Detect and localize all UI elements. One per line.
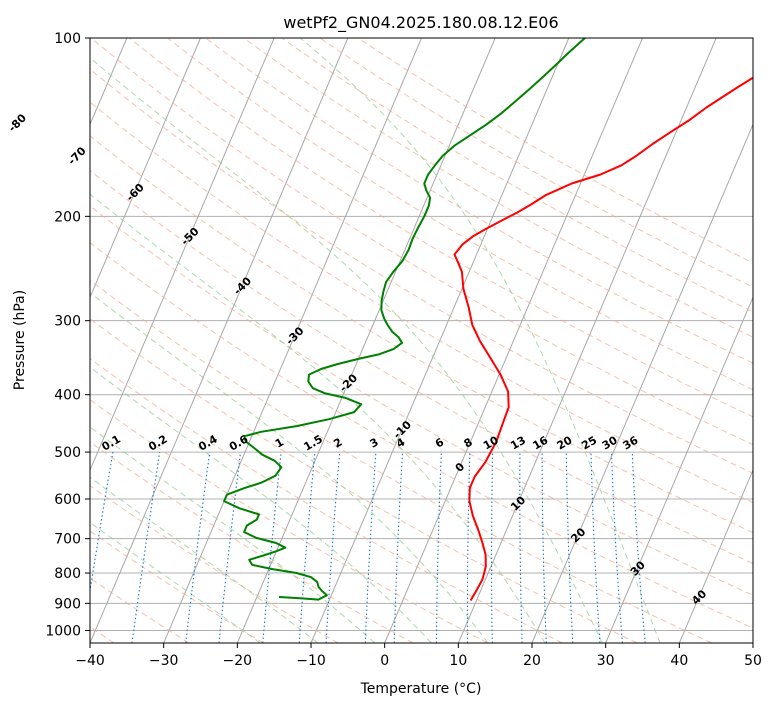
x-tick-label: 30 bbox=[597, 653, 615, 669]
y-tick-label: 400 bbox=[54, 388, 81, 404]
x-tick-label: −20 bbox=[223, 653, 253, 669]
moist-adiabat-line bbox=[90, 57, 603, 643]
moist-adiabat-line bbox=[90, 366, 432, 643]
y-tick-label: 500 bbox=[54, 445, 81, 461]
isotherm-line bbox=[752, 641, 753, 643]
isotherm-line bbox=[90, 38, 201, 299]
moist-adiabat-line bbox=[90, 521, 261, 643]
dry-adiabat-line bbox=[90, 101, 753, 504]
x-tick-label: −10 bbox=[296, 653, 326, 669]
y-tick-label: 300 bbox=[54, 314, 81, 330]
dry-adiabat-line bbox=[90, 441, 414, 643]
mixing-ratio-line bbox=[131, 452, 161, 643]
mixing-ratio-line bbox=[262, 452, 282, 643]
dry-adiabat-line bbox=[90, 205, 753, 596]
isotherm-line bbox=[457, 38, 717, 643]
mixing-ratio-line bbox=[466, 452, 471, 643]
mixing-ratio-line bbox=[519, 452, 523, 643]
isotherm-line bbox=[678, 468, 753, 643]
isotherm-label: -70 bbox=[65, 144, 88, 167]
isotherm-label: -80 bbox=[6, 111, 29, 134]
plot-frame bbox=[89, 37, 754, 644]
mixing-ratio-line bbox=[541, 452, 547, 643]
mixing-ratio-line bbox=[631, 452, 646, 643]
dry-adiabat-line bbox=[167, 38, 753, 391]
mixing-ratio-line bbox=[435, 452, 442, 643]
moist-adiabat-line bbox=[90, 426, 376, 643]
dry-adiabat-line bbox=[243, 38, 753, 338]
mixing-ratio-line bbox=[364, 452, 377, 643]
dry-adiabat-line bbox=[281, 38, 753, 313]
isotherm-line bbox=[605, 296, 753, 643]
axis-layer: −40 −30 −20 −10 0 10 20 30 40 50 100 200 300 400 500 60… bbox=[45, 31, 762, 669]
plot-background bbox=[90, 38, 753, 643]
y-tick-label: 900 bbox=[54, 596, 81, 612]
y-tick-label: 200 bbox=[54, 209, 81, 225]
dry-adiabat-line bbox=[90, 135, 753, 534]
isotherm-line bbox=[163, 38, 422, 643]
isotherm-line bbox=[90, 38, 275, 472]
chart-title: wetPf2_GN04.2025.180.08.12.E06 bbox=[283, 13, 558, 33]
x-tick-label: 50 bbox=[744, 653, 762, 669]
dry-adiabat-line bbox=[205, 38, 753, 364]
mixing-ratio-line bbox=[565, 452, 574, 643]
moist-adiabat-line bbox=[90, 291, 489, 643]
y-tick-label: 100 bbox=[54, 31, 81, 47]
mixing-ratio-line bbox=[185, 452, 211, 643]
dry-adiabat-line bbox=[90, 68, 753, 474]
x-tick-label: 0 bbox=[380, 653, 389, 669]
mixing-ratio-line bbox=[218, 452, 242, 643]
mixing-ratio-line bbox=[590, 452, 601, 643]
x-tick-label: −30 bbox=[149, 653, 179, 669]
y-tick-label: 800 bbox=[54, 566, 81, 582]
dry-adiabat-line bbox=[90, 485, 339, 643]
dry-adiabat-line bbox=[90, 169, 753, 565]
moist-adiabat-line bbox=[299, 38, 661, 643]
isotherm-line bbox=[90, 38, 349, 643]
mixing-ratio-line bbox=[490, 452, 494, 643]
y-tick-label: 600 bbox=[54, 492, 81, 508]
mixing-ratio-line bbox=[325, 452, 341, 643]
x-tick-label: −40 bbox=[75, 653, 105, 669]
dry-adiabat-line bbox=[90, 318, 638, 643]
x-tick-label: 20 bbox=[523, 653, 541, 669]
y-axis-label: Pressure (hPa) bbox=[12, 290, 28, 390]
dewpoint-profile-line bbox=[223, 38, 586, 601]
moist-adiabat-line bbox=[90, 476, 319, 643]
mixing-ratio-line bbox=[298, 452, 316, 643]
x-tick-label: 40 bbox=[670, 653, 688, 669]
temperature-profile-line bbox=[453, 76, 753, 602]
series-layer bbox=[223, 38, 753, 602]
y-tick-label: 700 bbox=[54, 532, 81, 548]
dry-adiabat-line bbox=[129, 38, 753, 418]
mixing-ratio-line bbox=[610, 452, 623, 643]
dry-adiabat-line bbox=[90, 242, 753, 629]
y-tick-label: 1000 bbox=[45, 623, 81, 639]
dry-adiabat-line bbox=[90, 38, 753, 446]
isotherm-line bbox=[236, 38, 496, 643]
moist-adiabat-line bbox=[90, 193, 546, 643]
x-axis-label: Temperature (°C) bbox=[360, 681, 482, 697]
isotherm-line bbox=[531, 123, 753, 643]
mixing-ratio-line bbox=[393, 452, 404, 643]
isotherm-line bbox=[384, 38, 643, 643]
dry-adiabat-line bbox=[90, 357, 563, 643]
grid-layer bbox=[90, 38, 753, 643]
x-tick-label: 10 bbox=[449, 653, 467, 669]
